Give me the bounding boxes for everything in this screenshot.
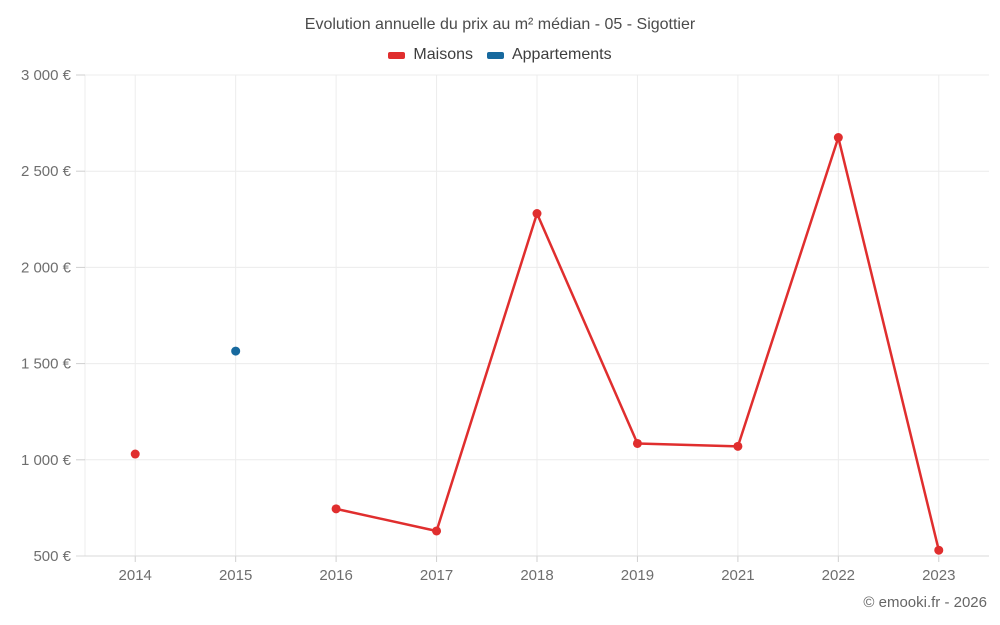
y-axis-label: 500 € — [33, 548, 71, 565]
x-axis-label: 2015 — [219, 567, 252, 584]
data-point-maisons-2018 — [532, 209, 542, 219]
chart-title: Evolution annuelle du prix au m² médian … — [304, 16, 696, 33]
y-axis-label: 3 000 € — [21, 67, 72, 84]
x-axis-label: 2019 — [621, 567, 654, 584]
y-axis-label: 2 000 € — [21, 259, 72, 276]
legend-item-appartements[interactable]: Appartements — [486, 46, 612, 64]
watermark-credit: © emooki.fr - 2026 — [863, 594, 987, 611]
data-point-maisons-2014 — [130, 449, 140, 459]
legend-item-maisons[interactable]: Maisons — [388, 46, 473, 64]
chart-legend: Maisons Appartements — [0, 46, 1000, 64]
x-axis-label: 2022 — [822, 567, 855, 584]
x-axis-label: 2016 — [319, 567, 352, 584]
data-point-maisons-2016 — [331, 504, 341, 514]
data-point-maisons-2019 — [632, 438, 642, 448]
x-axis-label: 2021 — [721, 567, 754, 584]
x-axis-label: 2018 — [520, 567, 553, 584]
legend-label-maisons: Maisons — [413, 46, 473, 63]
y-axis-label: 2 500 € — [21, 163, 72, 180]
x-axis-label: 2023 — [922, 567, 955, 584]
legend-label-appartements: Appartements — [511, 46, 612, 63]
y-axis-label: 1 000 € — [21, 452, 72, 469]
data-point-appartements-2015 — [231, 346, 241, 356]
appartements-swatch-icon — [486, 51, 504, 59]
x-axis-label: 2017 — [420, 567, 453, 584]
maisons-swatch-icon — [388, 51, 406, 59]
data-point-maisons-2017 — [432, 526, 442, 536]
x-axis-label: 2014 — [119, 567, 152, 584]
data-point-maisons-2023 — [934, 545, 944, 555]
y-axis-label: 1 500 € — [21, 356, 72, 373]
data-point-maisons-2021 — [733, 441, 743, 451]
data-point-maisons-2022 — [833, 133, 843, 143]
